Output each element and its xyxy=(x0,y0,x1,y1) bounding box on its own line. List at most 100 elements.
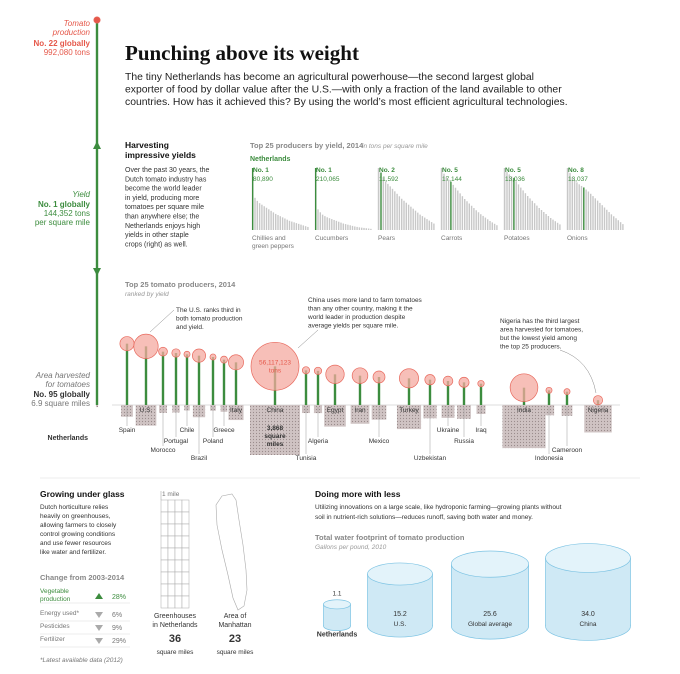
china-area: miles xyxy=(267,441,284,448)
change-label: production xyxy=(40,596,71,603)
yield-bar xyxy=(466,201,468,230)
yield-bar xyxy=(491,222,493,230)
yield-bar xyxy=(569,172,571,230)
yield-bar xyxy=(592,196,594,230)
yield-bar xyxy=(480,214,482,230)
production-circle xyxy=(351,367,369,384)
section-title: impressive yields xyxy=(125,150,196,160)
grid-cell xyxy=(160,559,169,573)
annotation: The U.S. ranks third in xyxy=(176,307,241,314)
change-label: Vegetable xyxy=(40,588,69,595)
yield-bar xyxy=(365,228,367,230)
country-label: Brazil xyxy=(191,455,208,462)
grid-cell xyxy=(174,595,183,609)
yield-bar xyxy=(522,190,524,230)
chart-subtitle: ranked by yield xyxy=(125,291,169,298)
yield-bar xyxy=(344,224,347,230)
stat-label: Tomato xyxy=(64,19,91,28)
yield-bar xyxy=(363,227,365,230)
country-label: Greece xyxy=(213,427,235,434)
water-cylinder xyxy=(450,550,530,640)
value-label: 210,065 xyxy=(316,176,340,183)
yield-bar xyxy=(293,222,295,230)
body-text: Dutch tomato industry has xyxy=(125,176,207,183)
production-circle xyxy=(183,350,191,358)
grid-cell xyxy=(160,571,169,585)
yield-bar xyxy=(550,218,552,230)
grid-cell xyxy=(174,571,183,585)
value-label: 11,592 xyxy=(379,176,399,183)
yield-bar xyxy=(489,220,491,230)
area-square xyxy=(95,405,99,408)
production-circle xyxy=(192,348,206,363)
yield-bar xyxy=(396,193,398,230)
production-circle xyxy=(220,355,228,364)
area-label: Area of xyxy=(224,613,247,620)
body-text: Over the past 30 years, the xyxy=(125,167,210,174)
country-label: Turkey xyxy=(399,407,419,414)
cylinder-body xyxy=(323,604,351,626)
yield-bar xyxy=(279,216,281,230)
yield-bar xyxy=(464,199,466,230)
yield-bar xyxy=(417,212,419,230)
body-text: heavily on greenhouses, xyxy=(40,513,111,520)
yield-bar xyxy=(524,193,527,230)
production-circle xyxy=(563,388,571,396)
yield-bar xyxy=(324,216,326,230)
yield-bar xyxy=(335,220,338,230)
yield-bar xyxy=(613,216,615,230)
country-label: Algeria xyxy=(308,438,329,445)
grid-cell xyxy=(167,523,176,537)
yield-bar xyxy=(361,227,363,230)
grid-cell xyxy=(181,511,190,525)
yield-bar xyxy=(295,223,298,230)
yield-bar xyxy=(407,204,410,230)
stat-label: production xyxy=(52,28,91,37)
yield-bar xyxy=(414,210,417,230)
production-circle xyxy=(442,375,454,387)
area-unit: square miles xyxy=(157,649,195,656)
manhattan-shape xyxy=(215,493,248,611)
yield-bar xyxy=(419,214,421,230)
area-square xyxy=(350,405,370,424)
yield-bar xyxy=(543,212,545,230)
production-circle xyxy=(301,366,311,375)
yield-bar xyxy=(382,177,384,230)
category-label: Netherlands xyxy=(317,632,358,639)
yield-bar xyxy=(252,168,254,230)
country-label: Russia xyxy=(454,438,474,445)
yield-bar xyxy=(473,208,475,230)
grid-cell xyxy=(160,511,169,525)
stat-amount: 992,080 tons xyxy=(44,48,90,57)
change-label: Energy used* xyxy=(40,610,79,617)
stat-amount: per square mile xyxy=(35,218,91,227)
yield-bar xyxy=(622,224,624,230)
yield-bar xyxy=(617,220,619,230)
annotation: and yield. xyxy=(176,324,204,331)
country-label: Poland xyxy=(203,438,224,445)
yield-bar xyxy=(447,179,450,230)
chart-title: Top 25 producers by yield, 2014 xyxy=(250,141,364,150)
grid-cell xyxy=(174,523,183,537)
yield-bar xyxy=(590,193,592,230)
production-circle xyxy=(93,16,101,24)
annotation: but the lowest yield among xyxy=(500,335,577,342)
rank-label: No. 5 xyxy=(505,167,521,174)
country-label: China xyxy=(267,407,284,414)
annotation: area harvested for tomatoes, xyxy=(500,327,583,334)
production-circle xyxy=(171,348,181,358)
leader xyxy=(559,349,597,394)
body-text: control growing conditions xyxy=(40,531,116,538)
grid-cell xyxy=(167,595,176,609)
country-label: Cameroon xyxy=(552,447,583,454)
yield-bar xyxy=(394,191,396,230)
area-unit: square miles xyxy=(217,649,255,656)
area-square xyxy=(250,405,300,455)
production-circle xyxy=(545,386,553,394)
production-circle xyxy=(119,336,135,352)
body-text: Netherlands enjoys high xyxy=(125,223,200,230)
grid-cell xyxy=(160,523,169,537)
annotation: average yields per square mile. xyxy=(308,323,399,330)
yield-bar xyxy=(398,196,401,230)
area-square xyxy=(502,405,546,449)
